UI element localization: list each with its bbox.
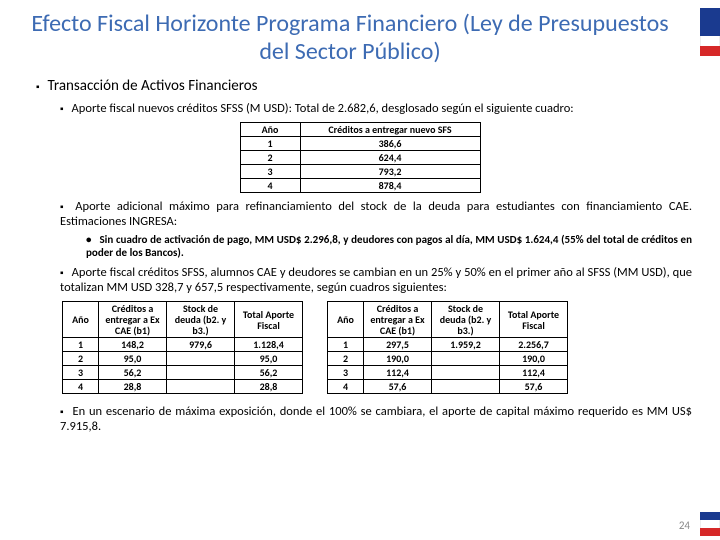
page-title: Efecto Fiscal Horizonte Programa Financi… <box>0 0 720 71</box>
flag-blue-segment <box>700 8 720 36</box>
table-row: 1297,51.959,22.256,7 <box>328 338 568 352</box>
flag-decoration-bottom <box>700 512 720 536</box>
table-row: 356,256,2 <box>63 366 303 380</box>
table-row: 3793,2 <box>240 165 480 179</box>
flag-white-segment <box>700 520 720 528</box>
table-row: 1386,6 <box>240 137 480 151</box>
flag-white-segment <box>700 36 720 46</box>
bullet-aporte-adicional: Aporte adicional máximo para refinanciam… <box>60 199 692 229</box>
flag-blue-segment <box>700 512 720 520</box>
table-row: 457,657,6 <box>328 380 568 394</box>
flag-decoration-top <box>700 8 720 56</box>
bullet-aporte-creditos-sfss: Aporte fiscal créditos SFSS, alumnos CAE… <box>60 265 692 295</box>
table-row: 428,828,8 <box>63 380 303 394</box>
subbullet-sin-cuadro: Sin cuadro de activación de pago, MM USD… <box>86 233 692 259</box>
tables-row: Año Créditos a entregar a Ex CAE (b1) St… <box>62 301 692 394</box>
table-header-row: Año Créditos a entregar a Ex CAE (b1) St… <box>328 302 568 338</box>
flag-red-segment <box>700 46 720 56</box>
table-scenario-50: Año Créditos a entregar a Ex CAE (b1) St… <box>327 301 568 394</box>
content-area: Transacción de Activos Financieros Aport… <box>0 77 720 434</box>
table-row: 3112,4112,4 <box>328 366 568 380</box>
table-row: 4878,4 <box>240 179 480 193</box>
col-year: Año <box>240 123 300 137</box>
table-header-row: Año Créditos a entregar a Ex CAE (b1) St… <box>63 302 303 338</box>
section-heading: Transacción de Activos Financieros <box>36 77 692 95</box>
table-scenario-25: Año Créditos a entregar a Ex CAE (b1) St… <box>62 301 303 394</box>
bullet-aporte-nuevos: Aporte fiscal nuevos créditos SFSS (M US… <box>60 101 692 116</box>
table-row: 1148,2979,61.128,4 <box>63 338 303 352</box>
table-creditos-nuevo-sfs: Año Créditos a entregar nuevo SFS 1386,6… <box>240 122 481 193</box>
page-number: 24 <box>679 519 690 532</box>
table-row: 295,095,0 <box>63 352 303 366</box>
col-creditos: Créditos a entregar nuevo SFS <box>300 123 480 137</box>
table-row: 2624,4 <box>240 151 480 165</box>
table-row: 2190,0190,0 <box>328 352 568 366</box>
bullet-escenario-maxima: En un escenario de máxima exposición, do… <box>60 404 692 434</box>
flag-red-segment <box>700 528 720 536</box>
table-header-row: Año Créditos a entregar nuevo SFS <box>240 123 480 137</box>
